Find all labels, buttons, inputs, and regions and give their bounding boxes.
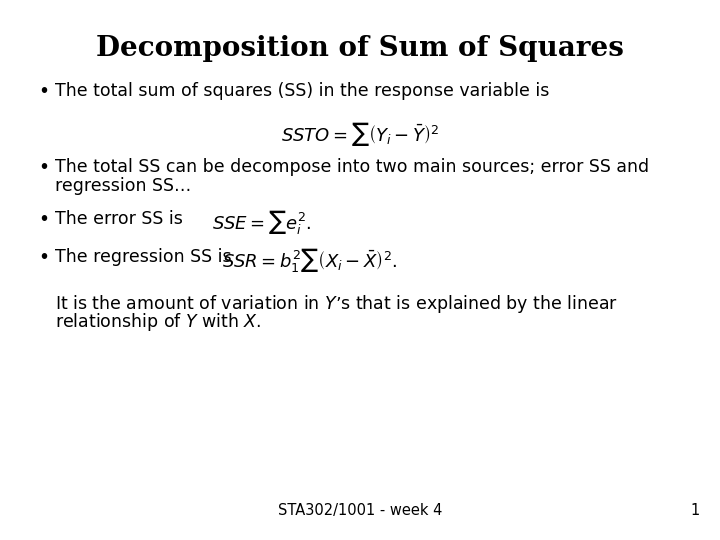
Text: The total SS can be decompose into two main sources; error SS and: The total SS can be decompose into two m… <box>55 158 649 176</box>
Text: regression SS…: regression SS… <box>55 177 192 195</box>
Text: $\mathit{SSTO} = \sum\left(Y_i - \bar{Y}\right)^2$: $\mathit{SSTO} = \sum\left(Y_i - \bar{Y}… <box>281 120 439 148</box>
Text: The total sum of squares (SS) in the response variable is: The total sum of squares (SS) in the res… <box>55 82 549 100</box>
Text: The regression SS is: The regression SS is <box>55 248 243 266</box>
Text: $\mathit{SSE} = \sum e_i^2.$: $\mathit{SSE} = \sum e_i^2.$ <box>212 208 312 236</box>
Text: •: • <box>38 248 49 267</box>
Text: Decomposition of Sum of Squares: Decomposition of Sum of Squares <box>96 35 624 62</box>
Text: The error SS is: The error SS is <box>55 210 194 228</box>
Text: STA302/1001 - week 4: STA302/1001 - week 4 <box>278 503 442 518</box>
Text: 1: 1 <box>690 503 700 518</box>
Text: relationship of $\mathit{Y}$ with $\mathit{X}$.: relationship of $\mathit{Y}$ with $\math… <box>55 311 261 333</box>
Text: •: • <box>38 210 49 229</box>
Text: •: • <box>38 82 49 101</box>
Text: It is the amount of variation in $\mathit{Y}$’s that is explained by the linear: It is the amount of variation in $\mathi… <box>55 293 618 315</box>
Text: •: • <box>38 158 49 177</box>
Text: $\mathit{SSR} = b_1^2 \sum\left(X_i - \bar{X}\right)^2.$: $\mathit{SSR} = b_1^2 \sum\left(X_i - \b… <box>222 246 397 274</box>
